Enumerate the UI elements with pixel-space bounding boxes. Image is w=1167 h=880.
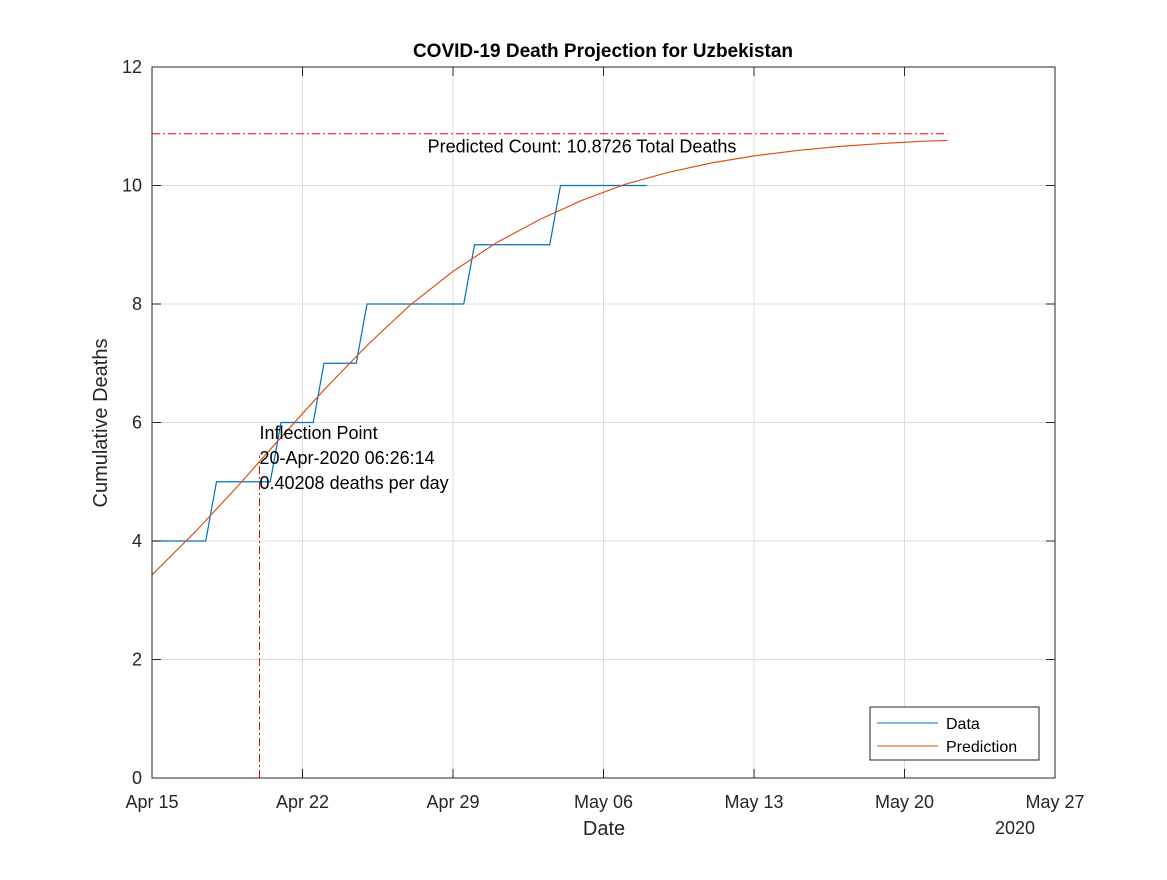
- legend-box: [869, 706, 1040, 761]
- x-tick-label: May 20: [875, 792, 934, 812]
- y-tick-label: 4: [132, 531, 142, 551]
- chart-title: COVID-19 Death Projection for Uzbekistan: [413, 41, 793, 62]
- x-tick-label: May 13: [724, 792, 783, 812]
- y-tick-label: 8: [132, 294, 142, 314]
- y-tick-label: 10: [122, 176, 142, 196]
- x-tick-label: Apr 22: [276, 792, 329, 812]
- x-tick-label: Apr 29: [426, 792, 479, 812]
- legend-label-data: Data: [946, 716, 980, 733]
- axis-ticks: Apr 15 Apr 22 Apr 29 May 06 May 13 May 20 May …: [122, 57, 1085, 812]
- x-tick-label: May 06: [574, 792, 633, 812]
- annotation-inflection-line: Inflection Point: [260, 423, 378, 443]
- y-tick-label: 12: [122, 57, 142, 77]
- x-axis-label: Date: [583, 818, 625, 840]
- year-label: 2020: [995, 818, 1035, 838]
- legend-label-prediction: Prediction: [946, 739, 1017, 756]
- x-tick-label: Apr 15: [125, 792, 178, 812]
- y-tick-label: 0: [132, 768, 142, 788]
- series-lines: [151, 139, 948, 576]
- annotations: Predicted Count: 10.8726 Total Deaths Inf…: [260, 136, 737, 493]
- y-tick-label: 2: [132, 650, 142, 670]
- reference-lines: [152, 133, 948, 778]
- annotation-predicted-line: Predicted Count: 10.8726 Total Deaths: [428, 136, 737, 156]
- series-line-data: [152, 184, 647, 542]
- legend: Data Prediction: [869, 706, 1040, 761]
- series-line-prediction: [151, 139, 948, 576]
- y-axis-label: Cumulative Deaths: [90, 339, 112, 508]
- y-tick-label: 6: [132, 413, 142, 433]
- annotation-inflection-line: 0.40208 deaths per day: [260, 473, 449, 493]
- annotation-inflection-line: 20-Apr-2020 06:26:14: [260, 448, 435, 468]
- x-tick-label: May 27: [1025, 792, 1084, 812]
